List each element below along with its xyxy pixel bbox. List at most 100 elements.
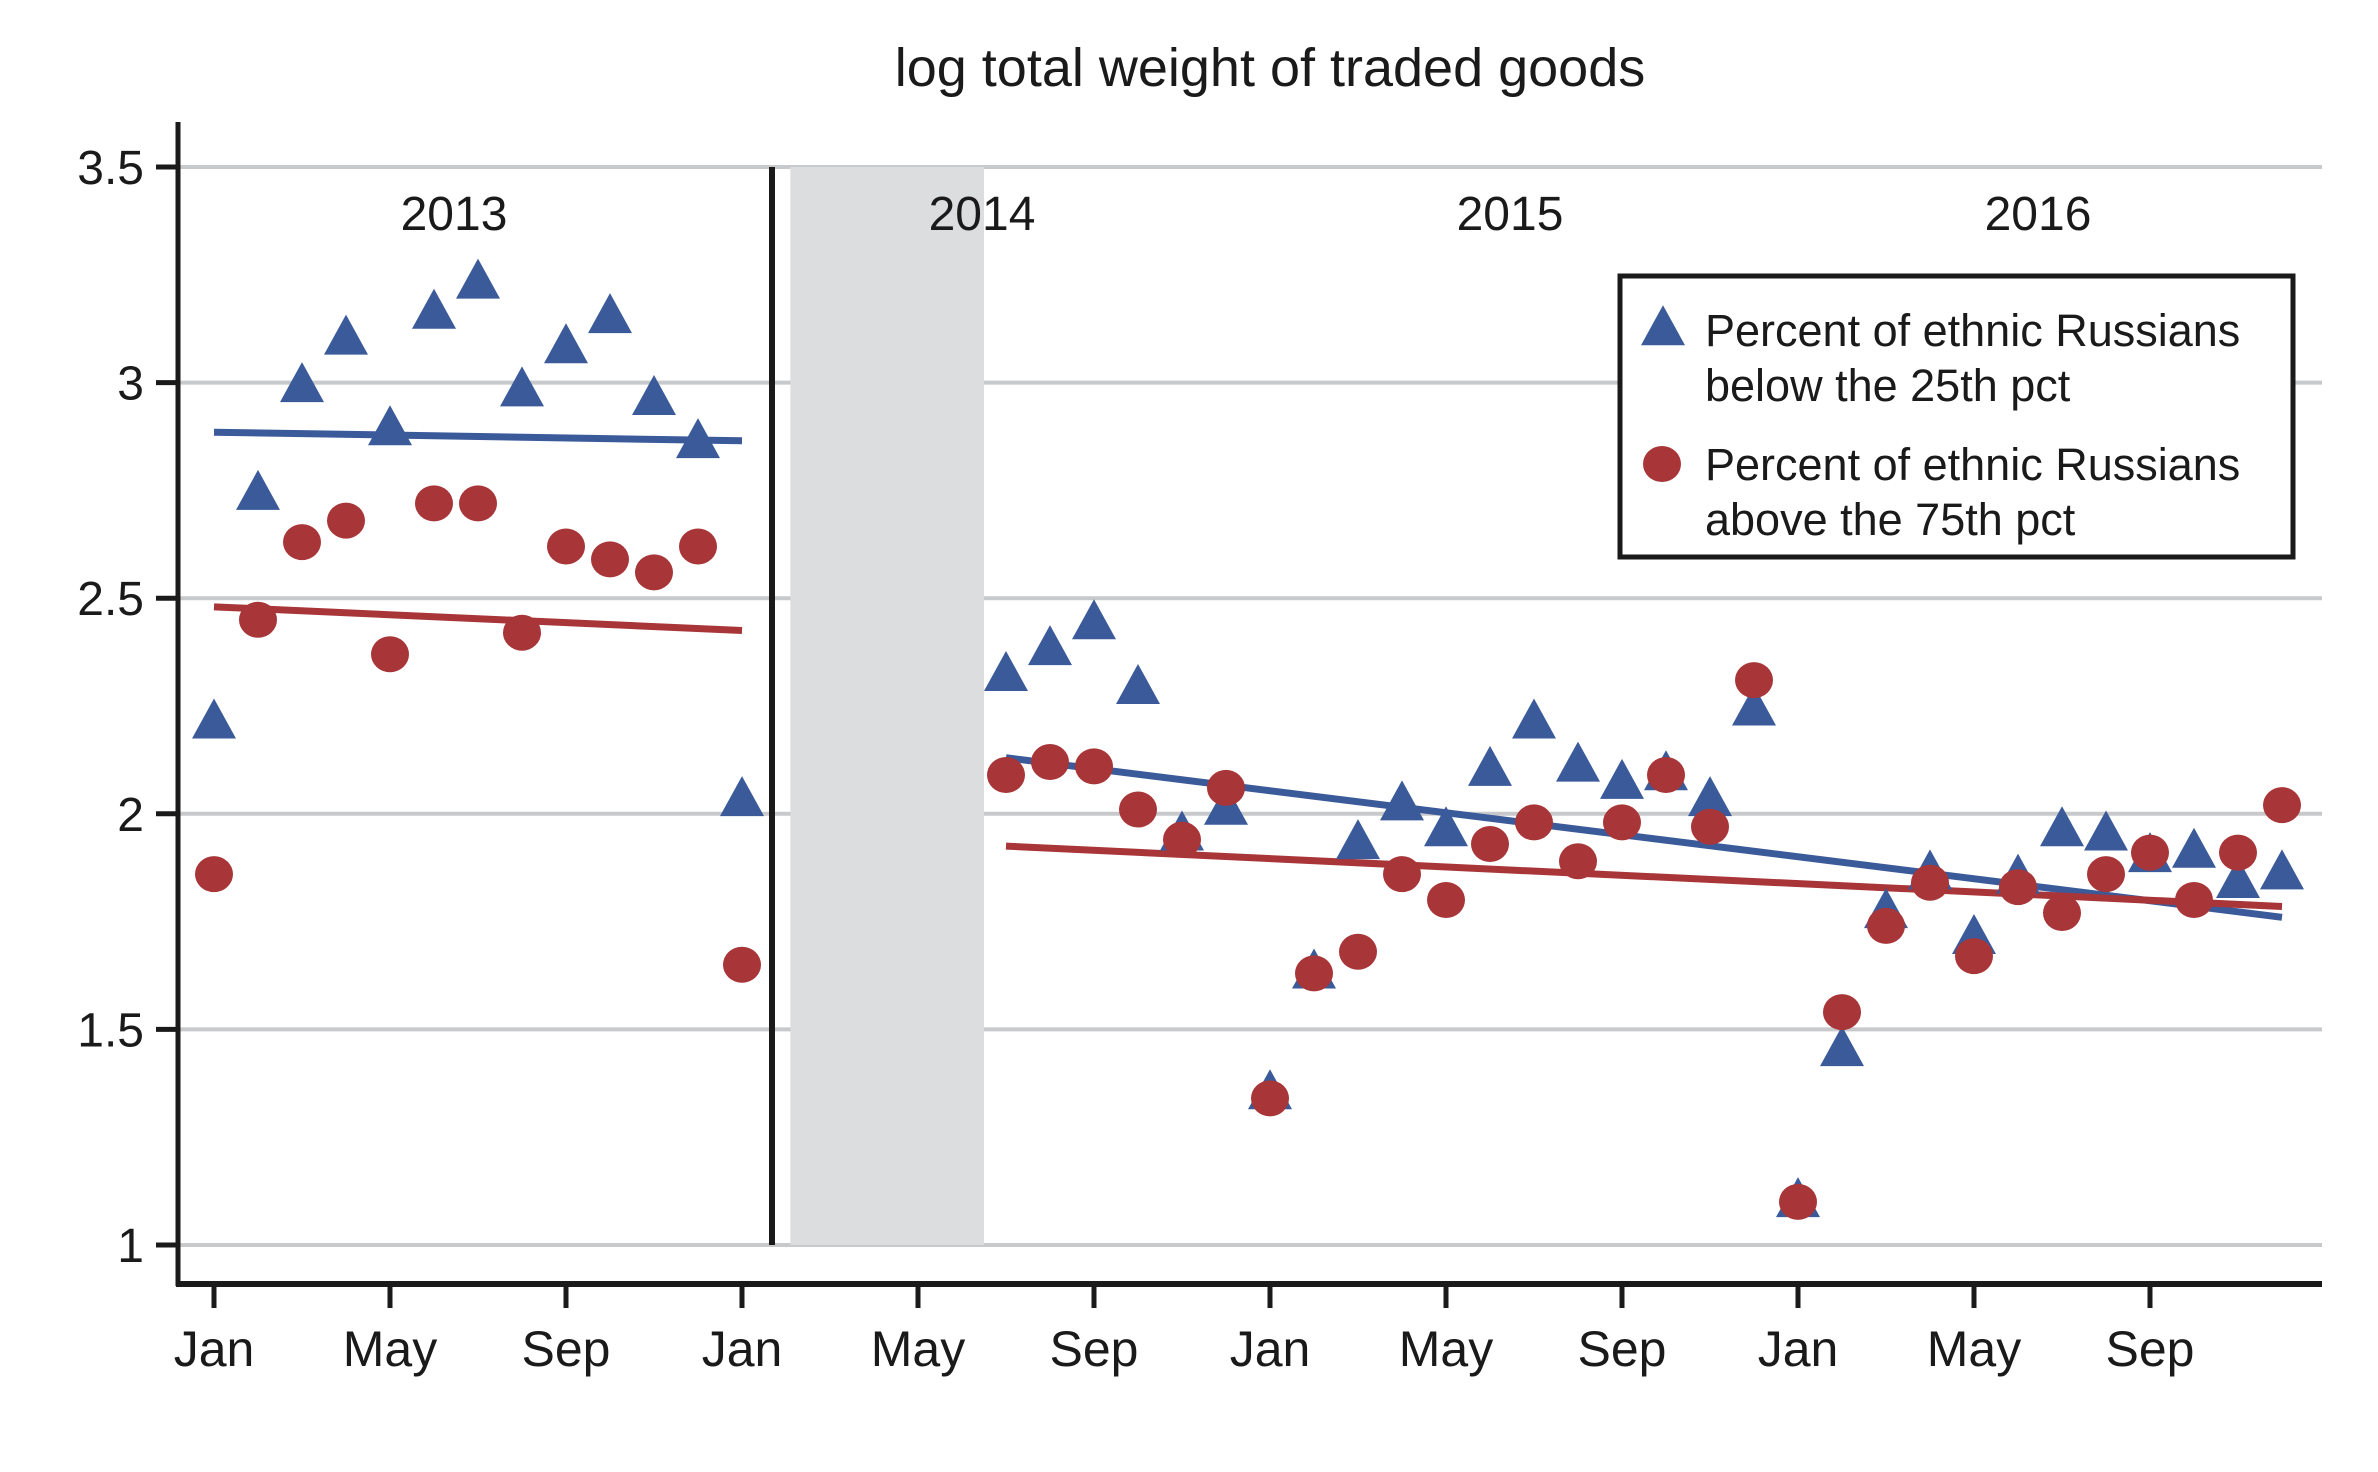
triangle-point xyxy=(632,375,676,416)
circle-point xyxy=(1999,869,2037,906)
triangle-point xyxy=(2040,806,2084,847)
year-label: 2014 xyxy=(929,188,1036,241)
circle-point xyxy=(2043,894,2081,931)
circle-point xyxy=(1867,907,1905,944)
circle-point xyxy=(2263,787,2301,824)
triangle-point xyxy=(1424,806,1468,847)
circle-point xyxy=(1471,825,1509,862)
x-tick-label: Jan xyxy=(702,1321,783,1377)
shaded-period xyxy=(769,167,984,1245)
circle-point xyxy=(635,554,673,591)
circle-point xyxy=(1163,821,1201,858)
x-tick-label: May xyxy=(343,1321,437,1377)
triangle-point xyxy=(2216,857,2260,898)
triangle-point xyxy=(1072,599,1116,640)
x-tick-label: Sep xyxy=(2106,1321,2195,1377)
legend-circle-icon xyxy=(1643,446,1681,482)
x-tick-label: May xyxy=(1399,1321,1493,1377)
triangle-point xyxy=(1688,776,1732,817)
triangle-point xyxy=(588,293,632,334)
legend-label-line1: Percent of ethnic Russians xyxy=(1705,439,2240,490)
circle-point xyxy=(591,541,629,578)
circle-point xyxy=(1251,1080,1289,1117)
triangle-point xyxy=(500,366,544,407)
legend-box xyxy=(1617,273,2296,560)
year-label: 2016 xyxy=(1985,188,2092,241)
triangle-point xyxy=(412,288,456,329)
circle-point xyxy=(1559,843,1597,880)
triangle-point xyxy=(280,362,324,403)
circle-point xyxy=(2175,882,2213,919)
y-tick-label: 1.5 xyxy=(77,1004,144,1057)
circle-point xyxy=(1339,933,1377,970)
fit-line xyxy=(213,603,743,635)
circle-point xyxy=(1295,955,1333,992)
circle-point xyxy=(415,485,453,522)
triangle-point xyxy=(1028,625,1072,666)
circle-point xyxy=(459,485,497,522)
triangle-point xyxy=(720,776,764,817)
year-label: 2015 xyxy=(1457,188,1564,241)
legend-label-line2: above the 75th pct xyxy=(1705,494,2076,545)
circle-point xyxy=(2087,856,2125,893)
triangle-point xyxy=(1336,819,1380,860)
circle-point xyxy=(1647,756,1685,793)
x-tick-label: Jan xyxy=(174,1321,255,1377)
year-labels: 2013 2014 2015 2016 xyxy=(401,188,2092,241)
circle-point xyxy=(239,601,277,638)
x-tick-label: Jan xyxy=(1230,1321,1311,1377)
triangle-point xyxy=(2172,827,2216,868)
triangle-point xyxy=(1116,663,1160,704)
circle-point xyxy=(679,528,717,565)
triangle-point xyxy=(324,314,368,355)
y-tick-label: 1 xyxy=(117,1220,144,1273)
circle-point xyxy=(1427,882,1465,919)
data-points xyxy=(192,258,2304,1220)
x-tick-label: May xyxy=(1927,1321,2021,1377)
circle-point xyxy=(283,524,321,561)
circle-point xyxy=(1119,791,1157,828)
triangle-point xyxy=(1820,1026,1864,1067)
circle-point xyxy=(2219,834,2257,871)
triangle-point xyxy=(1556,741,1600,782)
fit-line xyxy=(213,428,743,445)
triangle-point xyxy=(192,698,236,739)
triangle-point xyxy=(1468,745,1512,786)
x-tick-label: Jan xyxy=(1758,1321,1839,1377)
legend-triangle-icon xyxy=(1641,305,1685,346)
triangle-point xyxy=(2084,810,2128,851)
circle-point xyxy=(1823,994,1861,1031)
circle-point xyxy=(1779,1183,1817,1220)
shaded-region xyxy=(790,167,984,1245)
legend-label-line2: below the 25th pct xyxy=(1705,360,2071,411)
x-tick-label: Sep xyxy=(522,1321,611,1377)
triangle-point xyxy=(2260,849,2304,890)
circle-point xyxy=(1515,804,1553,841)
circle-point xyxy=(723,946,761,983)
triangle-point xyxy=(368,405,412,446)
grid xyxy=(178,165,2322,1247)
circle-point xyxy=(1031,744,1069,781)
circle-point xyxy=(1911,864,1949,901)
x-tick-label: Sep xyxy=(1050,1321,1139,1377)
circle-point xyxy=(547,528,585,565)
triangle-point xyxy=(984,651,1028,692)
circle-point xyxy=(1603,804,1641,841)
circle-point xyxy=(371,636,409,673)
triangle-point xyxy=(1512,698,1556,739)
triangle-point xyxy=(236,469,280,510)
x-tick-label: May xyxy=(871,1321,965,1377)
triangle-point xyxy=(1732,685,1776,726)
circle-point xyxy=(1383,856,1421,893)
triangle-point xyxy=(1380,780,1424,821)
circle-point xyxy=(503,614,541,651)
y-tick-label: 3 xyxy=(117,358,144,411)
legend: Percent of ethnic Russians below the 25th… xyxy=(1617,273,2296,560)
x-tick-label: Sep xyxy=(1578,1321,1667,1377)
y-tick-label: 2 xyxy=(117,789,144,842)
circle-point xyxy=(195,856,233,893)
triangle-point xyxy=(676,418,720,459)
year-label: 2013 xyxy=(401,188,508,241)
axes: 1 1.5 2 2.5 3 3.5 Jan May Sep Jan May Sep Jan May Sep J… xyxy=(77,122,2322,1377)
